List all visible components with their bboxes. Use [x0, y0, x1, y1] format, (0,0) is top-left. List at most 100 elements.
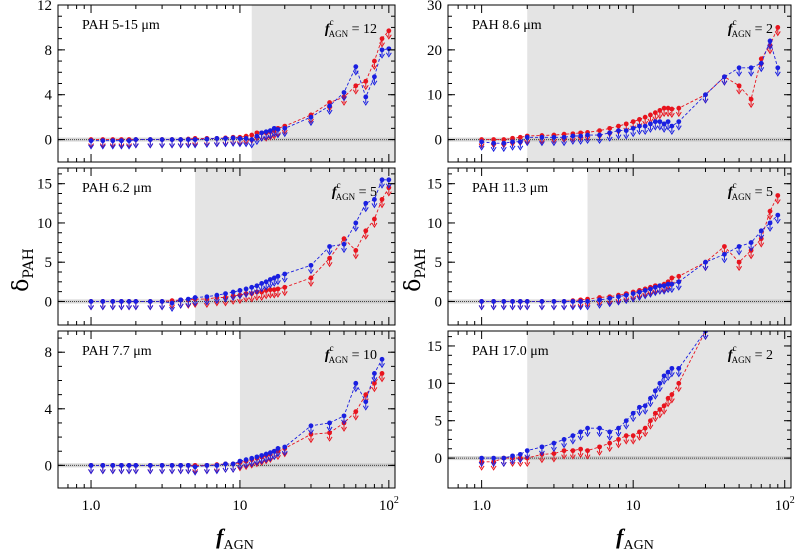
data-point	[722, 244, 727, 249]
upper-limit-arrow	[88, 305, 94, 311]
data-point	[147, 137, 153, 142]
upper-limit-arrow	[271, 281, 278, 287]
data-point	[327, 430, 332, 436]
upper-limit-arrow	[652, 394, 659, 400]
upper-limit-arrow	[500, 146, 507, 153]
upper-limit-arrow	[192, 302, 199, 309]
upper-limit-arrow	[577, 305, 584, 311]
upper-limit-arrow	[253, 289, 260, 295]
data-point	[648, 286, 653, 292]
data-point	[230, 461, 236, 467]
upper-limit-arrow	[308, 281, 314, 287]
data-point	[551, 299, 557, 304]
data-point	[88, 138, 94, 144]
data-point	[722, 251, 727, 257]
data-point	[517, 299, 523, 304]
data-point	[703, 259, 708, 265]
upper-limit-arrow	[352, 415, 359, 421]
upper-limit-arrow	[248, 463, 255, 469]
data-point	[539, 444, 545, 450]
upper-limit-arrow	[642, 431, 649, 438]
upper-limit-arrow	[222, 467, 229, 473]
data-point	[642, 114, 648, 120]
panel-label: PAH 11.3 μm	[472, 181, 548, 196]
panel-label: PAH 17.0 μm	[472, 344, 549, 359]
y-tick-label: 20	[427, 43, 442, 59]
data-point	[561, 448, 567, 454]
data-point	[642, 123, 648, 129]
data-point	[249, 291, 255, 296]
data-point	[570, 133, 576, 139]
upper-limit-arrow	[326, 250, 333, 256]
data-point	[249, 455, 255, 461]
data-point	[736, 244, 742, 249]
upper-limit-arrow	[596, 138, 603, 145]
upper-limit-arrow	[258, 287, 265, 293]
threshold-label: fc AGN = 5	[728, 180, 773, 202]
upper-limit-arrow	[584, 454, 591, 460]
data-point	[379, 36, 385, 42]
upper-limit-arrow	[192, 470, 199, 476]
data-point	[669, 365, 675, 371]
data-point	[652, 410, 658, 416]
series-blue	[478, 38, 781, 153]
data-point	[539, 299, 545, 304]
data-point	[648, 418, 653, 424]
data-point	[372, 197, 377, 202]
upper-limit-arrow	[352, 89, 359, 95]
data-point	[578, 299, 584, 304]
data-point	[676, 380, 682, 386]
data-point	[578, 446, 584, 452]
data-point	[775, 193, 781, 198]
upper-limit-arrow	[647, 127, 654, 133]
data-point	[110, 299, 116, 304]
data-point	[479, 139, 485, 145]
data-point	[353, 64, 359, 70]
upper-limit-arrow	[623, 297, 630, 303]
upper-limit-arrow	[668, 372, 675, 378]
data-point	[223, 291, 228, 296]
data-point	[275, 273, 281, 279]
x-tick-label: 10	[626, 498, 641, 514]
data-point	[126, 138, 132, 144]
panel-label: PAH 5-15 μm	[82, 18, 160, 33]
upper-limit-arrow	[341, 426, 347, 432]
data-point	[479, 299, 485, 304]
data-point	[661, 105, 667, 111]
upper-limit-arrow	[253, 460, 260, 466]
upper-limit-arrow	[248, 297, 255, 303]
upper-limit-arrow	[379, 363, 385, 369]
upper-limit-arrow	[615, 431, 622, 438]
data-point	[616, 437, 621, 442]
series-line-blue	[481, 39, 779, 144]
y-tick-label: 5	[45, 255, 53, 271]
data-point	[585, 299, 590, 304]
data-point	[597, 297, 602, 303]
upper-limit-arrow	[748, 246, 755, 252]
upper-limit-arrow	[118, 144, 125, 150]
data-point	[767, 208, 773, 214]
data-point	[353, 409, 359, 415]
upper-limit-arrow	[132, 469, 139, 475]
data-point	[665, 395, 671, 401]
upper-limit-arrow	[561, 305, 568, 311]
data-point	[178, 137, 184, 142]
upper-limit-arrow	[758, 234, 765, 240]
upper-limit-arrow	[213, 301, 220, 307]
y-tick-label: 10	[427, 88, 442, 104]
upper-limit-arrow	[371, 64, 378, 71]
data-point	[616, 294, 621, 300]
upper-limit-arrow	[577, 303, 584, 309]
data-point	[510, 139, 515, 145]
panel-frame	[57, 330, 396, 489]
data-point	[353, 380, 359, 386]
data-point	[308, 262, 314, 268]
upper-limit-arrow	[758, 67, 765, 73]
data-point	[623, 128, 629, 134]
data-point	[178, 462, 184, 468]
data-point	[100, 138, 106, 144]
data-point	[517, 134, 523, 140]
data-point	[254, 133, 260, 139]
upper-limit-arrow	[524, 454, 531, 460]
data-point	[282, 284, 288, 290]
